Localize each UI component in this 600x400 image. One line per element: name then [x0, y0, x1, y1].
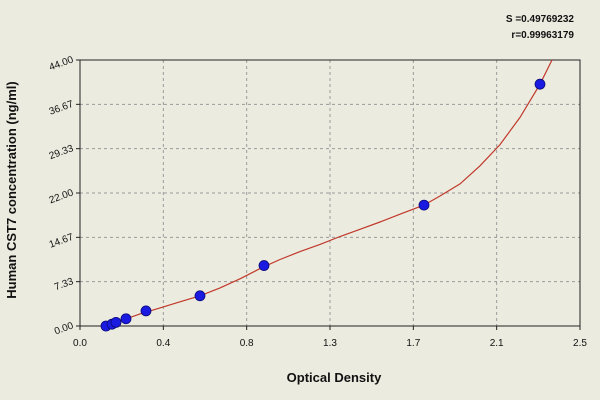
x-tick-label: 0.8: [240, 338, 254, 349]
y-tick-label: 22.00: [48, 187, 76, 206]
data-point: [110, 316, 122, 328]
x-axis-title: Optical Density: [287, 370, 382, 385]
x-tick-label: 2.1: [490, 338, 504, 349]
x-tick-label: 0.4: [156, 338, 170, 349]
y-tick-label: 36.67: [48, 99, 76, 118]
x-tick-labels: 0.0 0.4 0.8 1.3 1.7 2.1 2.5: [73, 338, 587, 349]
grid: [76, 59, 581, 330]
fit-curve: [103, 59, 553, 327]
data-point: [534, 78, 546, 90]
data-points: [100, 78, 546, 332]
stat-s-value: S =0.49769232: [506, 14, 575, 25]
x-tick-label: 0.0: [73, 338, 87, 349]
x-tick-label: 2.5: [573, 338, 587, 349]
y-tick-label: 0.00: [53, 320, 75, 337]
x-tick-label: 1.7: [406, 338, 420, 349]
data-point: [120, 313, 132, 325]
y-axis-title: Human CST7 concentration (ng/ml): [4, 81, 19, 298]
y-tick-label: 44.00: [48, 54, 76, 73]
data-point: [194, 290, 206, 302]
data-point: [258, 260, 270, 271]
data-point: [418, 199, 430, 211]
plot-frame: [79, 59, 581, 327]
y-tick-label: 29.33: [48, 143, 76, 162]
stat-r-value: r=0.99963179: [511, 30, 574, 41]
y-tick-labels: 0.00 7.33 14.67 22.00 29.33 36.67 44.00: [48, 54, 76, 337]
y-tick-label: 14.67: [48, 232, 76, 251]
y-tick-label: 7.33: [53, 276, 75, 293]
data-point: [140, 305, 152, 317]
x-tick-label: 1.3: [323, 338, 337, 349]
